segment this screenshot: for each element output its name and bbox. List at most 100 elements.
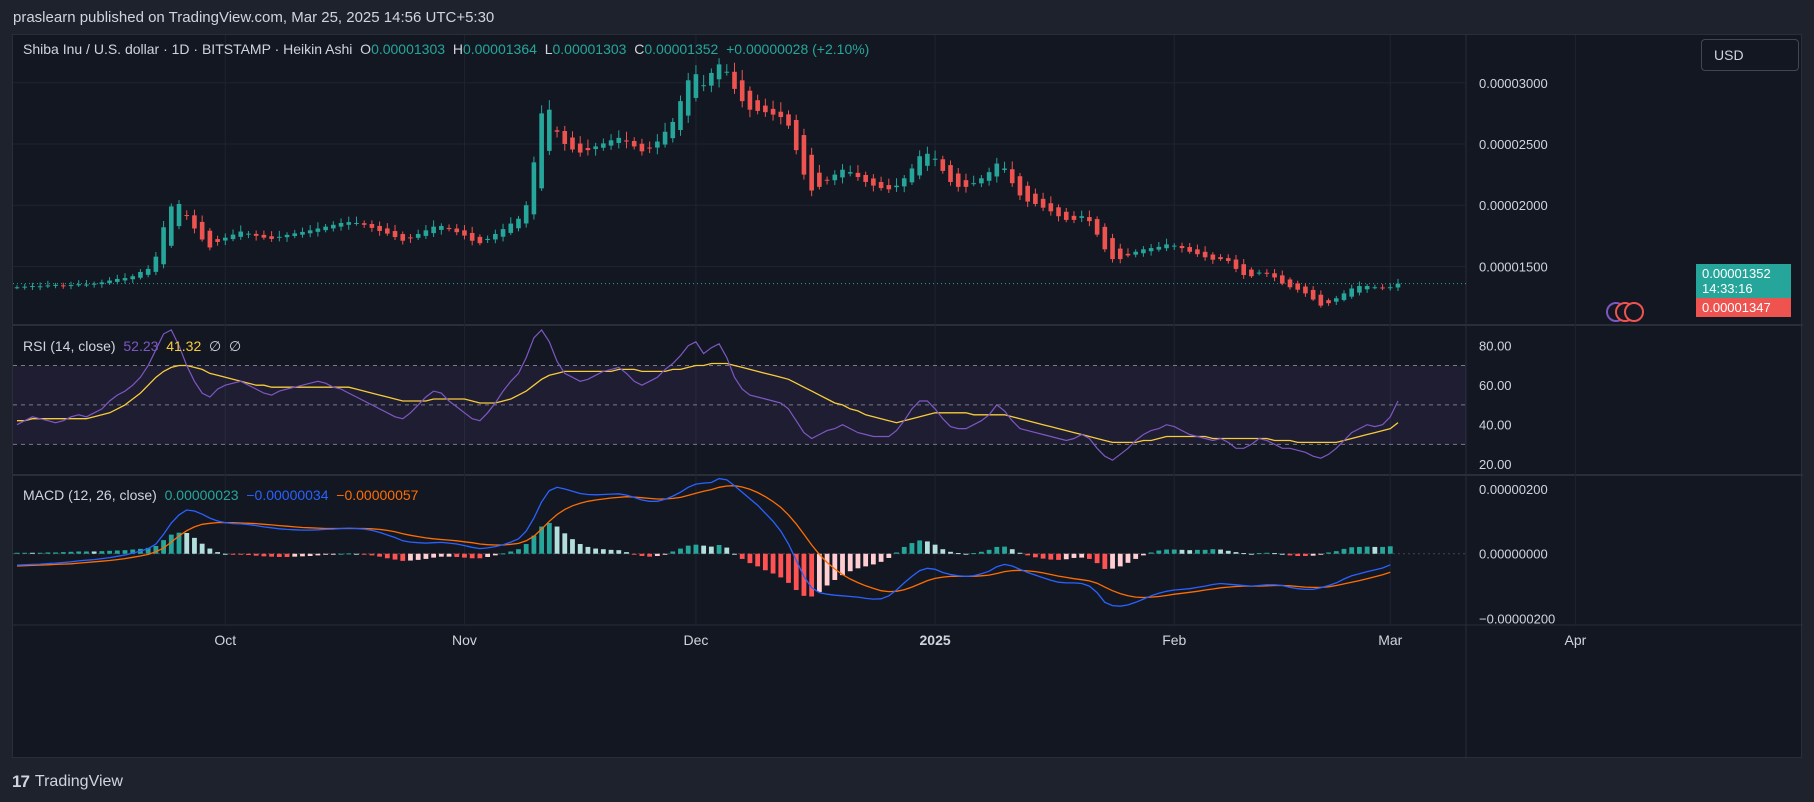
currency-selector[interactable]: USD (1701, 39, 1799, 71)
candle-body (901, 178, 907, 187)
candle-body (315, 228, 321, 232)
macd-histogram-bar (840, 553, 845, 576)
macd-histogram-bar (284, 553, 290, 557)
candle-body (1187, 247, 1192, 252)
macd-histogram-bar (870, 553, 876, 565)
macd-histogram-bar (1117, 553, 1123, 567)
candle-body (986, 172, 992, 181)
candle-body (439, 226, 444, 230)
candle-body (732, 71, 737, 89)
macd-histogram-bar (739, 553, 745, 559)
open-value: 0.00001303 (371, 41, 446, 57)
macd-histogram-bar (60, 552, 66, 554)
candle-body (1179, 245, 1185, 249)
macd-title[interactable]: MACD (12, 26, close) (23, 487, 157, 503)
candle-body (1117, 248, 1123, 260)
time-axis-label: Oct (214, 632, 236, 648)
candle-body (60, 285, 66, 287)
candle-body (570, 137, 575, 150)
event-flag-icon[interactable] (1624, 302, 1644, 322)
candle-body (354, 222, 359, 224)
macd-histogram-bar (770, 553, 776, 574)
macd-histogram-bar (948, 551, 953, 554)
candle-body (1380, 287, 1385, 289)
candle-body (1272, 273, 1277, 278)
candle-body (369, 224, 375, 228)
candle-body (1025, 185, 1030, 202)
macd-histogram-bar (824, 553, 830, 586)
macd-histogram-bar (1202, 549, 1208, 554)
candle-body (1249, 269, 1254, 277)
candle-body (1148, 248, 1154, 252)
macd-signal-value: −0.00000057 (336, 487, 419, 503)
rsi-line (16, 328, 1399, 461)
candle-body (1056, 207, 1061, 217)
candle-body (948, 165, 953, 182)
macd-histogram-bar (1279, 553, 1285, 555)
candle-body (176, 203, 182, 227)
time-axis-label: Mar (1378, 632, 1402, 648)
candle-body (99, 282, 105, 285)
time-axis-label: Feb (1162, 632, 1186, 648)
candle-body (145, 268, 151, 275)
macd-histogram-bar (1303, 553, 1308, 557)
macd-axis-tick: 0.00000000 (1479, 547, 1548, 562)
symbol-title[interactable]: Shiba Inu / U.S. dollar · 1D · BITSTAMP … (23, 41, 353, 57)
macd-histogram-bar (793, 553, 799, 591)
candle-body (184, 215, 190, 217)
macd-histogram-bar (1086, 553, 1092, 559)
macd-histogram-bar (68, 551, 74, 554)
macd-histogram-bar (1171, 549, 1177, 554)
chart-canvas[interactable]: Oct Nov Dec 2025 Feb Mar Apr 0.00003000 0.000025… (13, 35, 1803, 759)
macd-histogram-bar (292, 553, 298, 557)
time-axis-label: Apr (1565, 632, 1587, 648)
candle-body (385, 228, 390, 234)
candle-body (1195, 249, 1200, 255)
macd-histogram-bar (45, 552, 51, 554)
macd-histogram-bar (276, 553, 282, 557)
macd-histogram-bar (1364, 546, 1370, 554)
chart-frame[interactable]: Oct Nov Dec 2025 Feb Mar Apr 0.00003000 0.000025… (12, 34, 1803, 759)
candle-body (1279, 275, 1285, 284)
candle-body (601, 143, 606, 148)
macd-histogram-bar (122, 550, 128, 554)
macd-histogram-bar (894, 552, 899, 554)
macd-histogram-bar (1141, 553, 1146, 556)
candle-body (1009, 169, 1015, 184)
candle-body (909, 168, 915, 183)
macd-histogram-bar (1333, 551, 1339, 554)
candle-body (84, 284, 89, 286)
rsi-flag-1: ∅ (209, 338, 222, 354)
candle-body (223, 237, 228, 241)
macd-histogram-bar (99, 551, 105, 554)
macd-histogram-bar (84, 551, 89, 554)
candle-body (107, 280, 112, 284)
candle-body (253, 233, 259, 236)
candle-body (940, 159, 946, 171)
macd-histogram-bar (1017, 552, 1023, 554)
candle-body (662, 131, 668, 145)
macd-histogram-bar (508, 551, 514, 554)
rsi-axis-tick: 60.00 (1479, 378, 1512, 393)
candle-body (955, 173, 961, 187)
macd-histogram-bar (369, 553, 375, 556)
candle-body (1341, 293, 1347, 300)
macd-histogram-bar (778, 553, 784, 578)
macd-histogram-bar (253, 553, 259, 556)
macd-histogram-bar (261, 553, 267, 557)
candle-body (516, 218, 521, 229)
candle-body (701, 85, 706, 87)
macd-histogram-bar (1272, 553, 1277, 555)
candle-body (847, 172, 853, 174)
price-axis-tick: 0.00002500 (1479, 137, 1548, 152)
macd-histogram-bar (732, 553, 737, 555)
candle-body (408, 237, 413, 239)
candle-body (832, 174, 838, 181)
candle-body (377, 225, 382, 231)
candle-body (53, 284, 58, 286)
macd-histogram-bar (1094, 553, 1100, 564)
rsi-title[interactable]: RSI (14, close) (23, 338, 116, 354)
tradingview-footer[interactable]: 17 TradingView (12, 770, 123, 794)
macd-histogram-bar (917, 540, 923, 554)
macd-histogram-bar (346, 553, 352, 555)
